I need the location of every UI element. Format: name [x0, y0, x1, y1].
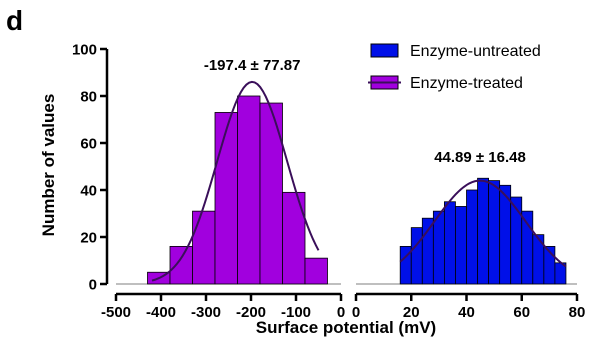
panel-label: d [6, 5, 23, 36]
x-tick-label: 80 [569, 304, 586, 321]
histogram-bar [455, 206, 467, 285]
y-tick-label: 40 [80, 183, 97, 200]
x-axis-title: Surface potential (mV) [256, 318, 436, 337]
y-tick-label: 60 [80, 136, 97, 153]
histogram-bar [259, 102, 283, 285]
x-tick-label: 20 [403, 304, 420, 321]
x-tick-label: -100 [281, 304, 311, 321]
gaussian-fit-curve [151, 80, 320, 282]
histogram-bar [304, 257, 328, 285]
x-tick-label: 0 [337, 304, 345, 321]
x-tick-label: 60 [513, 304, 530, 321]
legend: Enzyme-untreated Enzyme-treated [368, 43, 541, 92]
plot-area: 0 20 40 60 80 100 -500 -400 -300 -200 -100 0 -197.4 … [72, 42, 585, 322]
histogram-bar [282, 191, 306, 285]
histogram-bar [466, 189, 478, 285]
histogram-bar [488, 180, 501, 285]
x-tick-label: -400 [146, 304, 176, 321]
legend-swatch-untreated [370, 43, 399, 58]
fit-annotation: 44.89 ± 16.48 [434, 149, 526, 166]
x-tick-label: 40 [458, 304, 475, 321]
y-axis-title: Number of values [39, 94, 58, 237]
x-tick-label: -300 [191, 304, 221, 321]
fit-annotation: -197.4 ± 77.87 [204, 57, 301, 74]
histogram-bar [410, 227, 423, 285]
y-tick-label: 0 [89, 277, 97, 294]
legend-label-treated: Enzyme-treated [410, 75, 523, 92]
histogram-bar [169, 245, 193, 285]
x-tick-label: -200 [236, 304, 266, 321]
y-tick-label: 20 [80, 230, 97, 247]
y-tick-label: 80 [80, 89, 97, 106]
histogram-bar [214, 112, 238, 285]
histogram-bar [192, 210, 216, 285]
histogram-bar [421, 217, 434, 285]
y-tick-label: 100 [72, 42, 97, 59]
histogram-bar [443, 201, 456, 285]
histogram-bar [477, 177, 489, 285]
histogram-bar [237, 95, 261, 285]
x-tick-label: 0 [352, 304, 360, 321]
gaussian-fit-curve [399, 179, 567, 268]
x-tick-label: -500 [101, 304, 131, 321]
legend-label-untreated: Enzyme-untreated [410, 43, 541, 60]
